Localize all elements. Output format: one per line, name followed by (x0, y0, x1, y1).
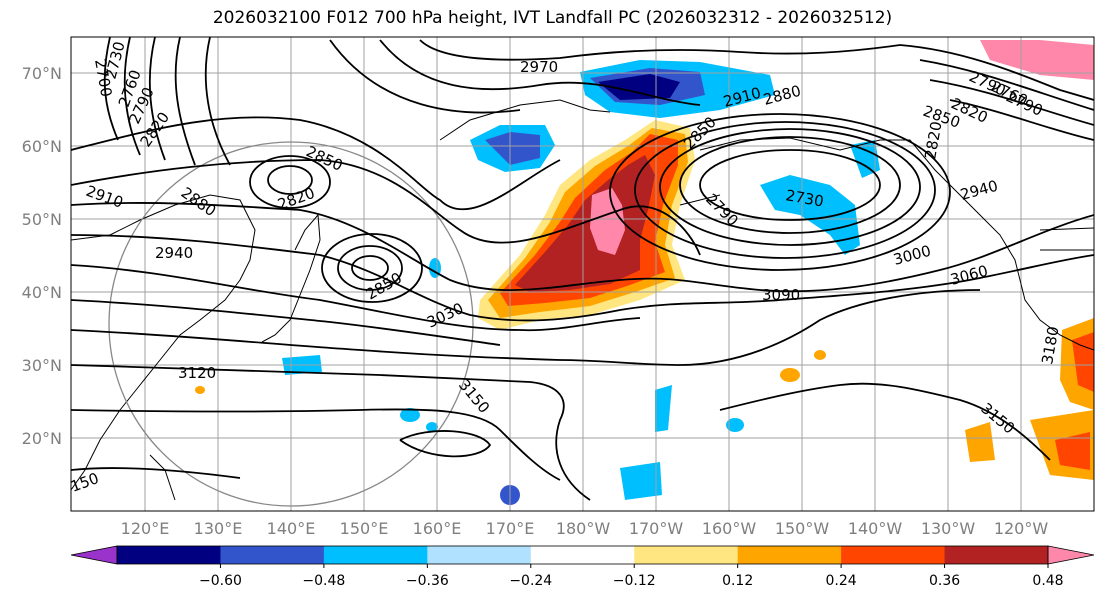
lon-label: 160°E (413, 519, 462, 538)
lon-label: 140°W (848, 519, 903, 538)
colorbar-tick-label: −0.48 (302, 573, 345, 589)
colorbar-segment (117, 546, 221, 564)
colorbar-extend-low (70, 545, 118, 565)
plot-frame (70, 36, 1095, 512)
colorbar-tick-label: −0.60 (199, 573, 242, 589)
colorbar-segment (427, 546, 532, 564)
lat-label: 30°N (22, 356, 62, 375)
colorbar-segment (634, 546, 739, 564)
longitude-axis: 120°E 130°E 140°E 150°E 160°E 170°E 180°… (121, 519, 1049, 538)
lon-label: 180°W (556, 519, 611, 538)
colorbar-tick-label: 0.12 (722, 573, 753, 589)
lon-label: 160°W (702, 519, 757, 538)
colorbar-tick-label: −0.36 (406, 573, 449, 589)
lon-label: 120°E (121, 519, 170, 538)
lon-label: 170°E (486, 519, 535, 538)
lon-label: 140°E (267, 519, 316, 538)
lat-label: 40°N (22, 283, 62, 302)
lon-label: 130°E (194, 519, 243, 538)
lon-label: 150°W (775, 519, 830, 538)
map-title: 2026032100 F012 700 hPa height, IVT Land… (212, 8, 893, 28)
lon-label: 170°W (629, 519, 684, 538)
colorbar-segment (220, 546, 325, 564)
coastlines (71, 99, 1094, 501)
colorbar-extend-high (1047, 545, 1095, 565)
range-circle (108, 141, 474, 507)
colorbar-frame (116, 545, 1049, 565)
lon-label: 130°W (921, 519, 976, 538)
colorbar-tick-label: 0.48 (1032, 573, 1063, 589)
lat-label: 70°N (22, 64, 62, 83)
colorbar-segment (530, 546, 635, 564)
contour-label: 3120 (178, 364, 216, 382)
ivt-negative-shading (282, 40, 1094, 505)
contour-label: 3090 (762, 286, 800, 304)
colorbar-segment (944, 546, 1049, 564)
colorbar-tick-label: −0.12 (613, 573, 656, 589)
lon-label: 120°W (994, 519, 1049, 538)
lat-label: 60°N (22, 137, 62, 156)
lat-label: 50°N (22, 210, 62, 229)
contour-label: 2970 (520, 58, 558, 76)
lat-label: 20°N (22, 429, 62, 448)
colorbar-segment (737, 546, 842, 564)
colorbar: −0.60 −0.48 −0.36 −0.24 −0.12 0.12 0.24 0.36 0.4… (70, 545, 1095, 589)
height-contours (71, 37, 1094, 501)
colorbar-segment (841, 546, 946, 564)
colorbar-tick-label: −0.24 (509, 573, 552, 589)
colorbar-segment (323, 546, 428, 564)
contour-label: 2940 (155, 244, 193, 262)
lon-label: 150°E (340, 519, 389, 538)
colorbar-tick-label: 0.24 (826, 573, 857, 589)
latitude-axis: 70°N 60°N 50°N 40°N 30°N 20°N (22, 64, 62, 448)
colorbar-tick-label: 0.36 (929, 573, 960, 589)
